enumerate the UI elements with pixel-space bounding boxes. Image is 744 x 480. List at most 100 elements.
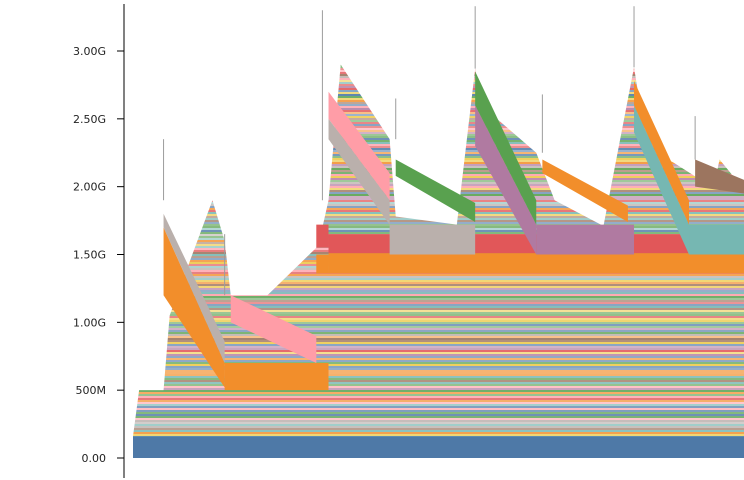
- area-stripe: [133, 30, 744, 32]
- area-stripe: [133, 372, 744, 374]
- area-stripe: [133, 302, 744, 304]
- area-stripe: [133, 80, 744, 82]
- area-stripe: [133, 118, 744, 120]
- area-stripe: [133, 216, 744, 218]
- area-stripe: [133, 424, 744, 426]
- area-stripe: [133, 332, 744, 334]
- area-stripe: [133, 406, 744, 408]
- area-stripe: [133, 116, 744, 118]
- area-stripe: [133, 392, 744, 394]
- area-stripe: [133, 348, 744, 350]
- area-stripe: [133, 390, 744, 392]
- area-stripe: [133, 176, 744, 178]
- area-stripe: [133, 398, 744, 400]
- area-stripe: [133, 52, 744, 54]
- area-stripe: [133, 76, 744, 78]
- area-stripe: [133, 66, 744, 68]
- area-stripe: [133, 400, 744, 402]
- y-tick-label: 1.50G: [73, 249, 106, 262]
- area-stripe: [133, 96, 744, 98]
- area-stripe: [133, 16, 744, 18]
- area-stripe: [133, 308, 744, 310]
- area-stripe: [133, 56, 744, 58]
- area-stripe: [133, 64, 744, 66]
- area-stripe: [133, 44, 744, 46]
- area-stripe: [133, 54, 744, 56]
- area-stripe: [133, 282, 744, 284]
- area-stripe: [133, 38, 744, 40]
- area-stripe: [133, 336, 744, 338]
- area-stripe: [133, 6, 744, 8]
- area-stripe: [133, 60, 744, 62]
- area-stripe: [133, 356, 744, 358]
- area-stripe: [133, 422, 744, 424]
- area-stripe: [133, 322, 744, 324]
- area-stripe: [133, 328, 744, 330]
- area-stripe: [133, 344, 744, 346]
- area-stripe: [133, 312, 744, 314]
- area-stripe: [133, 326, 744, 328]
- y-tick-label: 0.00: [82, 452, 107, 465]
- area-stripe: [133, 40, 744, 42]
- area-stripe: [133, 68, 744, 70]
- area-stripe: [133, 14, 744, 16]
- area-stripe: [133, 352, 744, 354]
- area-stripe: [133, 428, 744, 430]
- area-series-band: [133, 436, 744, 458]
- area-stripe: [133, 304, 744, 306]
- area-series-band: [536, 224, 635, 255]
- area-series-band: [689, 224, 744, 255]
- area-stripe: [133, 46, 744, 48]
- area-stripe: [133, 396, 744, 398]
- area-stripe: [133, 388, 744, 390]
- area-stripe: [133, 22, 744, 24]
- area-series-band: [316, 224, 329, 248]
- area-stripe: [133, 100, 744, 102]
- area-stripe: [133, 290, 744, 292]
- area-series-band: [224, 363, 329, 391]
- area-stripe: [133, 318, 744, 320]
- area-series-band: [230, 295, 317, 364]
- area-stripe: [133, 362, 744, 364]
- area-stripe: [133, 204, 744, 206]
- area-stripe: [133, 110, 744, 112]
- area-stripe: [133, 72, 744, 74]
- area-stripe: [133, 386, 744, 388]
- area-stripe: [133, 222, 744, 224]
- area-stripe: [133, 12, 744, 14]
- area-stripe: [133, 294, 744, 296]
- area-stripe: [133, 94, 744, 96]
- area-stripe: [133, 178, 744, 180]
- area-stripe: [133, 382, 744, 384]
- area-stripe: [133, 340, 744, 342]
- area-stripe: [133, 88, 744, 90]
- area-stripe: [133, 58, 744, 60]
- y-tick-label: 1.00G: [73, 316, 106, 329]
- y-tick-label: 3.00G: [73, 45, 106, 58]
- area-stripe: [133, 42, 744, 44]
- area-stripe: [133, 374, 744, 376]
- area-stripe: [133, 102, 744, 104]
- area-stripe: [133, 20, 744, 22]
- area-stripe: [133, 10, 744, 12]
- area-stripe: [133, 34, 744, 36]
- y-tick-label: 2.00G: [73, 181, 106, 194]
- area-stripe: [133, 62, 744, 64]
- area-stripe: [133, 430, 744, 432]
- area-stripe: [133, 274, 744, 276]
- area-stripe: [133, 28, 744, 30]
- area-series-band: [475, 71, 537, 225]
- area-stripe: [133, 376, 744, 378]
- area-stripe: [133, 368, 744, 370]
- area-stripe: [133, 108, 744, 110]
- area-stripe: [133, 324, 744, 326]
- area-stripe: [133, 320, 744, 322]
- area-stripe: [133, 280, 744, 282]
- area-stripe: [133, 298, 744, 300]
- area-stripe: [133, 84, 744, 86]
- area-series-band: [328, 91, 390, 201]
- area-stripe: [133, 288, 744, 290]
- area-stripe: [133, 86, 744, 88]
- area-series-band: [695, 159, 744, 194]
